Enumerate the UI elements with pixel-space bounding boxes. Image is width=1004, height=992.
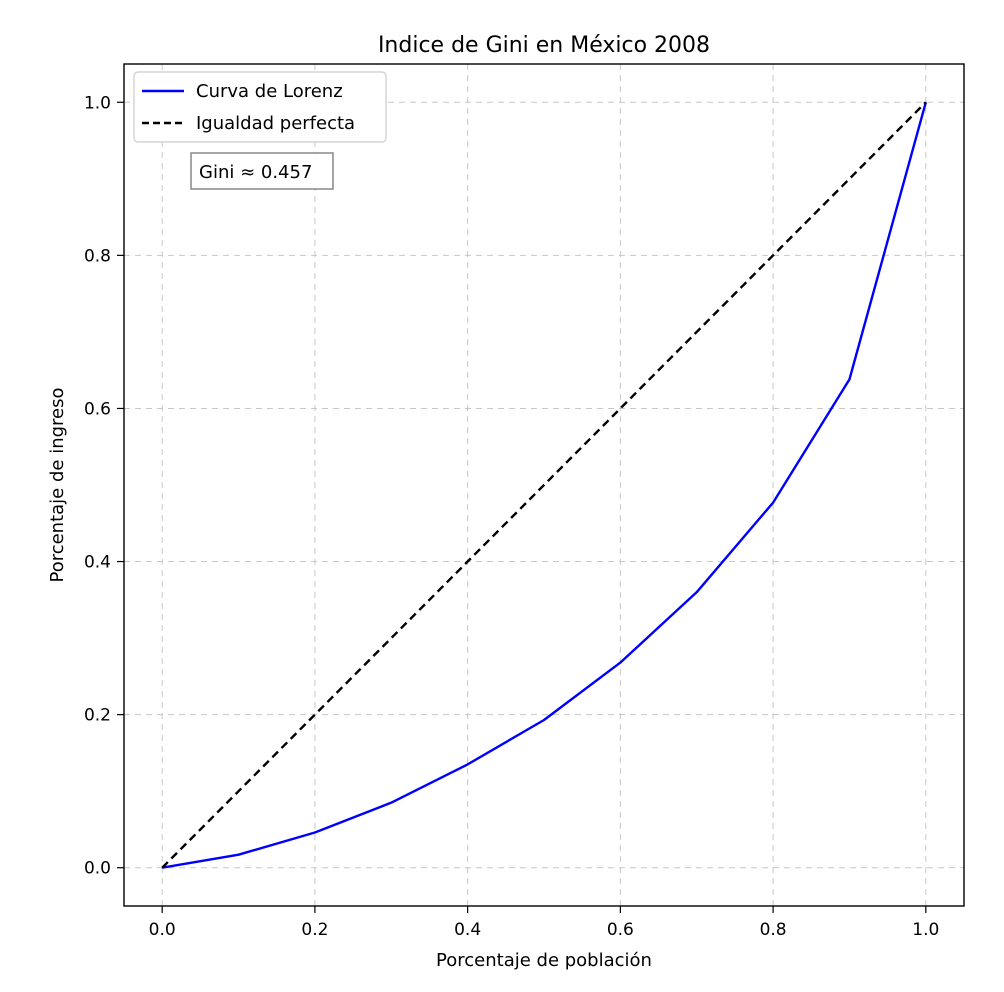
x-tick-label-2: 0.4 xyxy=(454,920,481,940)
annotation-text: Gini ≈ 0.457 xyxy=(199,162,312,183)
x-tick-label-0: 0.0 xyxy=(149,920,176,940)
lorenz-curve-line xyxy=(161,101,927,869)
y-tick-label-2: 0.4 xyxy=(84,553,111,573)
y-tick-label-5: 1.0 xyxy=(84,93,111,113)
plot-frame xyxy=(123,63,965,907)
legend: Curva de Lorenz Igualdad perfecta xyxy=(133,71,387,143)
legend-label-equality: Igualdad perfecta xyxy=(196,113,355,134)
y-tick-label-3: 0.6 xyxy=(84,399,111,419)
x-axis-label: Porcentaje de población xyxy=(436,950,652,971)
gini-annotation: Gini ≈ 0.457 xyxy=(190,152,334,190)
x-tick-label-3: 0.6 xyxy=(607,920,634,940)
annotation-box xyxy=(190,152,334,190)
y-tick-label-1: 0.2 xyxy=(84,706,111,726)
chart-title: Indice de Gini en México 2008 xyxy=(378,33,710,58)
series-layer xyxy=(161,101,927,869)
legend-label-lorenz: Curva de Lorenz xyxy=(196,81,343,102)
x-tick-label-1: 0.2 xyxy=(301,920,328,940)
grid xyxy=(124,64,964,906)
legend-box xyxy=(133,71,387,143)
x-tick-label-4: 0.8 xyxy=(760,920,787,940)
y-axis-label: Porcentaje de ingreso xyxy=(47,387,68,582)
x-tick-label-5: 1.0 xyxy=(912,920,939,940)
y-tick-label-0: 0.0 xyxy=(84,859,111,879)
y-axis: 0.0 0.2 0.4 0.6 0.8 1.0 xyxy=(84,93,124,879)
equality-line xyxy=(161,101,927,869)
y-tick-label-4: 0.8 xyxy=(84,246,111,266)
x-axis: 0.0 0.2 0.4 0.6 0.8 1.0 xyxy=(149,906,939,940)
